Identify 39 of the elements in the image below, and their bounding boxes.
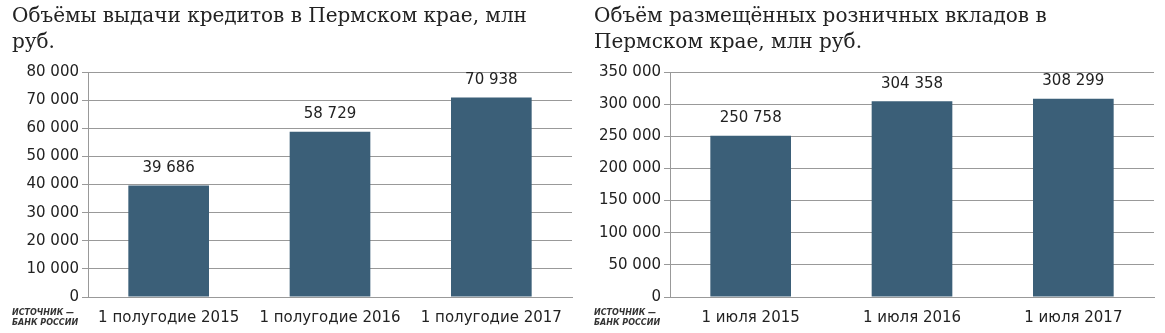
- y-tick-label: 150 000: [598, 190, 661, 209]
- y-tick-label: 50 000: [26, 146, 79, 165]
- bar: [1033, 98, 1114, 297]
- x-tick-label: 1 июля 2016: [862, 307, 962, 326]
- data-label: 58 729: [303, 104, 357, 123]
- y-tick-label: 10 000: [26, 258, 79, 277]
- chart-title: Объём размещённых розничных вкладов в Пермском крае, млн руб.: [594, 2, 1048, 54]
- data-label: 70 938: [465, 69, 518, 88]
- x-tick-label: 1 полугодие 2017: [420, 307, 562, 326]
- y-tick-label: 300 000: [598, 94, 661, 113]
- x-tick-label: 1 июля 2015: [701, 307, 800, 326]
- y-tick-label: 350 000: [598, 61, 661, 80]
- text: ИСТОЧНИК — БАНК РОССИИ: [594, 308, 662, 328]
- bar: [871, 101, 953, 297]
- bar: [128, 185, 209, 297]
- data-label: 308 299: [1042, 71, 1105, 90]
- y-tick-label: 200 000: [598, 158, 661, 177]
- text: ИСТОЧНИК — БАНК РОССИИ: [12, 308, 80, 328]
- y-tick-label: 250 000: [598, 126, 661, 145]
- y-tick-label: 80 000: [26, 61, 79, 80]
- bar: [710, 135, 791, 297]
- x-tick-label: 1 полугодие 2015: [98, 307, 240, 326]
- y-tick-label: 40 000: [26, 174, 79, 193]
- data-label: 250 758: [719, 108, 782, 127]
- y-tick-label: 0: [651, 286, 661, 305]
- x-tick-label: 1 июля 2017: [1024, 307, 1123, 326]
- y-tick-label: 20 000: [26, 230, 79, 249]
- y-tick-label: 100 000: [598, 222, 661, 241]
- chart-title: Объёмы выдачи кредитов в Пермском крае, млн руб.: [12, 2, 528, 54]
- bar: [451, 97, 532, 297]
- y-tick-label: 70 000: [26, 90, 79, 109]
- x-tick-label: 1 полугодие 2016: [259, 307, 401, 326]
- y-tick-label: 0: [69, 286, 79, 305]
- y-tick-label: 50 000: [608, 254, 661, 273]
- y-tick-label: 60 000: [26, 118, 79, 137]
- y-tick-label: 30 000: [26, 202, 79, 221]
- bar: [289, 131, 371, 297]
- data-label: 304 358: [880, 73, 944, 92]
- data-label: 39 686: [142, 157, 195, 176]
